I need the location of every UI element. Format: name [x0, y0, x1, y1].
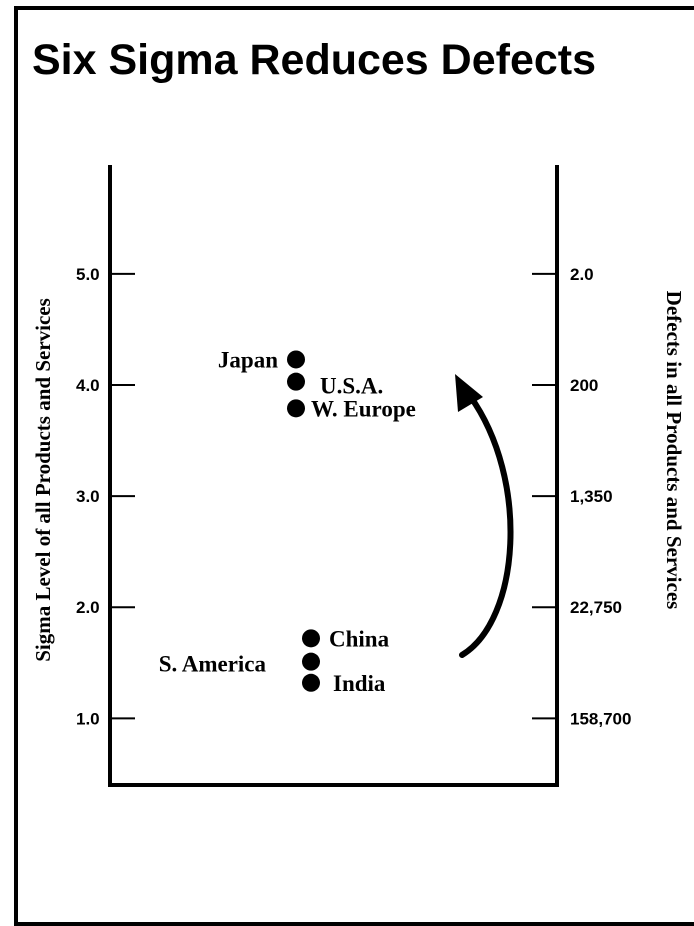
right-tick-label: 1,350	[570, 487, 613, 506]
data-point-label: U.S.A.	[320, 374, 383, 399]
data-point-label: India	[333, 671, 386, 696]
data-point	[302, 652, 320, 671]
chart-title: Six Sigma Reduces Defects	[32, 36, 597, 84]
data-point	[287, 350, 305, 369]
data-point	[287, 399, 305, 418]
data-point-label: W. Europe	[311, 396, 416, 421]
data-point	[287, 372, 305, 391]
right-tick-label: 200	[570, 376, 598, 395]
left-tick-label: 2.0	[76, 598, 100, 617]
chart-frame	[14, 6, 694, 926]
left-tick-label: 5.0	[76, 265, 100, 284]
data-point-label: China	[329, 626, 390, 651]
right-tick-label: 158,700	[570, 709, 631, 728]
data-point-label: S. America	[159, 652, 267, 677]
improvement-arrow-head	[455, 374, 483, 412]
y-axis-label: Sigma Level of all Products and Services	[31, 298, 55, 662]
y2-axis-label: Defects in all Products and Services	[662, 291, 686, 610]
left-tick-label: 4.0	[76, 376, 100, 395]
left-tick-label: 1.0	[76, 709, 100, 728]
data-point	[302, 629, 320, 648]
right-tick-label: 22,750	[570, 598, 622, 617]
right-tick-label: 2.0	[570, 265, 594, 284]
data-point	[302, 673, 320, 692]
improvement-arrow	[459, 393, 514, 658]
left-tick-label: 3.0	[76, 487, 100, 506]
data-point-label: Japan	[218, 347, 278, 372]
